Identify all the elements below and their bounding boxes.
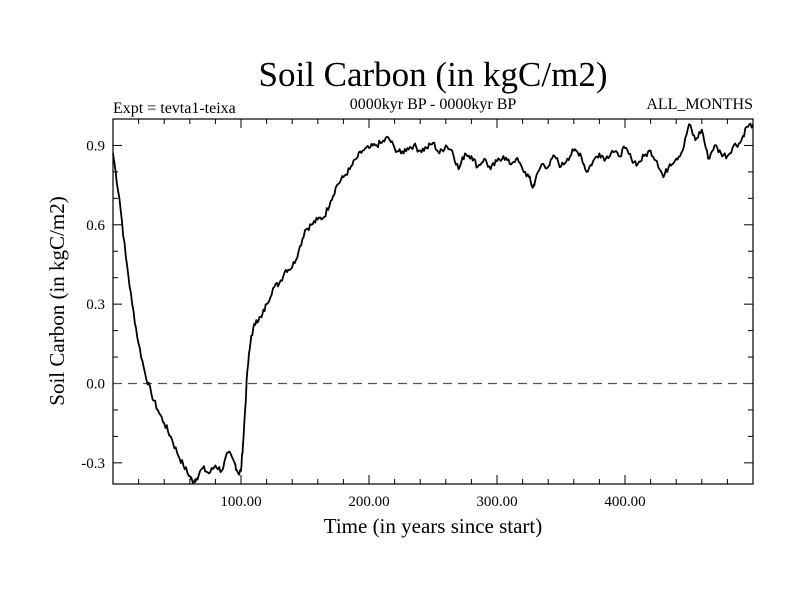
soil-carbon-series-line (112, 122, 754, 485)
x-tick-label: 200.00 (348, 494, 389, 510)
axis-ticks (113, 119, 753, 484)
period-label: 0000kyr BP - 0000kyr BP (350, 96, 517, 113)
months-label: ALL_MONTHS (646, 96, 753, 113)
x-tick-label: 400.00 (604, 494, 645, 510)
experiment-label: Expt = tevta1-teixa (113, 100, 236, 117)
x-tick-label: 100.00 (220, 494, 261, 510)
y-tick-label: 0.9 (86, 138, 105, 154)
x-axis-title: Time (in years since start) (324, 514, 543, 538)
chart-title: Soil Carbon (in kgC/m2) (258, 55, 607, 94)
plot-frame (112, 118, 754, 485)
y-tick-label: 0.3 (86, 297, 105, 313)
y-tick-label: 0.0 (86, 376, 105, 392)
x-tick-label: 300.00 (476, 494, 517, 510)
y-axis-title: Soil Carbon (in kgC/m2) (45, 196, 69, 405)
tick-labels: 100.00 200.00 300.00 400.00 -0.3 0.0 0.3 0.6 0.9 (81, 138, 645, 510)
y-tick-label: -0.3 (81, 456, 105, 472)
y-tick-label: 0.6 (86, 218, 105, 234)
